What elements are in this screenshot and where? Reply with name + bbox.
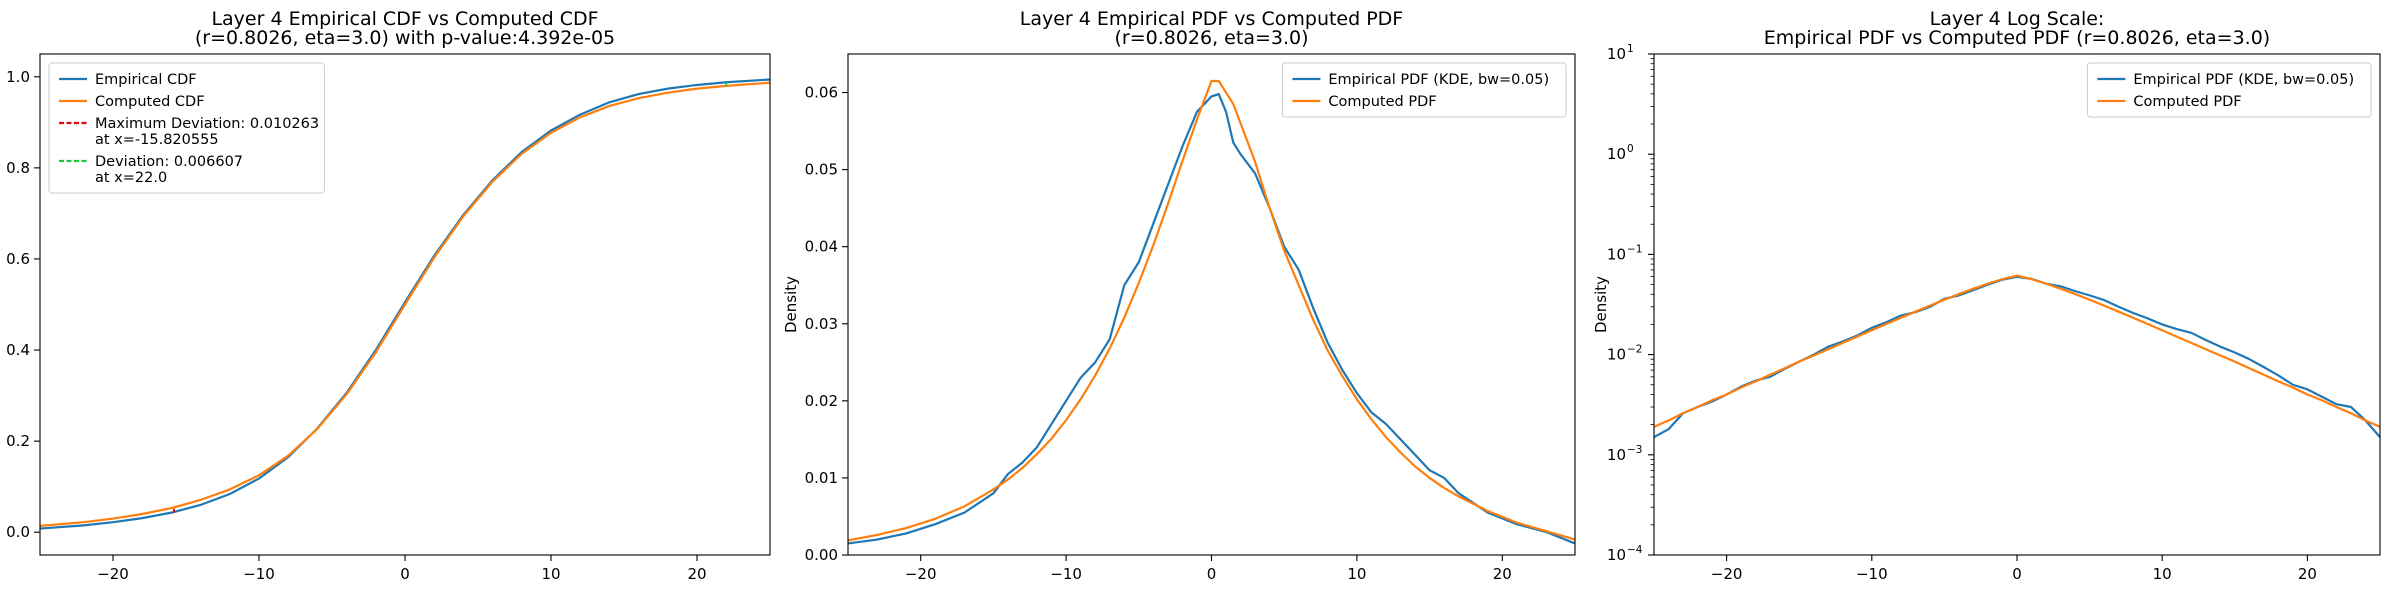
x-tick-label: −10	[1050, 565, 1082, 583]
x-tick-label: 0	[2012, 565, 2022, 583]
x-tick-label: 20	[687, 565, 706, 583]
chart-title: (r=0.8026, eta=3.0) with p-value:4.392e-…	[195, 27, 615, 49]
y-tick-label: 0.06	[805, 84, 838, 102]
series-line-2	[1654, 274, 2380, 428]
legend: Empirical PDF (KDE, bw=0.05) Computed PDF	[2086, 62, 2372, 118]
y-tick-label: 10	[1607, 546, 1626, 564]
series-line-1	[1654, 275, 2380, 439]
y-tick-label: 10	[1607, 346, 1626, 364]
legend-label-1: Empirical PDF (KDE, bw=0.05)	[1328, 72, 1549, 88]
y-tick-label: 0.4	[6, 341, 30, 359]
y-tick-label: 10	[1607, 45, 1626, 63]
x-tick-label: −20	[905, 565, 937, 583]
y-tick-exponent: −4	[1627, 544, 1643, 556]
y-tick-label: 0.04	[805, 238, 838, 256]
y-tick-label: 10	[1607, 145, 1626, 163]
chart-panel-2: −20 −10 0 10 20 0.00 0.01 0.02 0.03 0.04 0.05 0.06 D…	[782, 8, 1576, 583]
chart-title: Layer 4 Empirical CDF vs Computed CDF	[211, 8, 598, 30]
x-tick-label: −20	[97, 565, 129, 583]
y-tick-label: 0.02	[805, 392, 838, 410]
y-tick-exponent: 1	[1627, 43, 1634, 55]
y-tick-exponent: −3	[1627, 444, 1642, 456]
y-tick-label: 1.0	[6, 68, 30, 86]
y-tick-label: 10	[1607, 446, 1626, 464]
x-tick-label: 0	[400, 565, 410, 583]
x-tick-label: 10	[1347, 565, 1366, 583]
legend-label-2: Computed PDF	[2133, 94, 2241, 110]
y-tick-exponent: −1	[1627, 243, 1642, 255]
x-tick-label: −10	[243, 565, 275, 583]
y-tick-label: 0.8	[6, 159, 30, 177]
y-tick-label: 0.0	[6, 523, 30, 541]
chart-title: (r=0.8026, eta=3.0)	[1114, 27, 1308, 49]
chart-title: Layer 4 Empirical PDF vs Computed PDF	[1020, 8, 1404, 30]
y-tick-exponent: 0	[1627, 143, 1634, 155]
series-line-2	[40, 81, 770, 527]
legend-label-1: Empirical PDF (KDE, bw=0.05)	[2133, 72, 2354, 88]
x-tick-label: 20	[2298, 565, 2317, 583]
series-line-1	[848, 92, 1575, 545]
legend-label-4: Deviation: 0.006607	[95, 154, 243, 170]
x-tick-label: 20	[1493, 565, 1512, 583]
legend-label-1: Empirical CDF	[95, 72, 197, 88]
legend-box	[48, 62, 325, 194]
y-tick-label: 0.01	[805, 469, 838, 487]
legend-box	[1281, 62, 1567, 118]
legend-label-4: at x=22.0	[95, 170, 167, 186]
x-tick-label: 0	[1207, 565, 1217, 583]
legend: Empirical PDF (KDE, bw=0.05) Computed PDF	[1281, 62, 1567, 118]
series-line-2	[848, 79, 1575, 542]
legend-label-2: Computed CDF	[95, 94, 205, 110]
legend: Empirical CDF Computed CDF Maximum Deviati…	[48, 62, 325, 194]
chart-panel-1: −20 −10 0 10 20 0.0 0.2 0.4 0.6 0.8 1.0 Layer 4 Emp…	[6, 8, 771, 583]
y-tick-label: 0.03	[805, 315, 838, 333]
y-axis-label: Density	[782, 276, 800, 333]
y-tick-label: 0.2	[6, 432, 30, 450]
y-tick-label: 10	[1607, 245, 1626, 263]
legend-label-3: at x=-15.820555	[95, 132, 219, 148]
series-line-1	[40, 78, 770, 530]
legend-box	[2086, 62, 2372, 118]
y-tick-label: 0.05	[805, 161, 838, 179]
legend-label-2: Computed PDF	[1328, 94, 1436, 110]
y-tick-label: 0.00	[805, 546, 838, 564]
y-tick-label: 0.6	[6, 250, 30, 268]
y-axis-label: Density	[1592, 276, 1610, 333]
legend-label-3: Maximum Deviation: 0.010263	[95, 116, 319, 132]
x-tick-label: −10	[1856, 565, 1888, 583]
x-tick-label: −20	[1711, 565, 1743, 583]
x-tick-label: 10	[541, 565, 560, 583]
y-tick-exponent: −2	[1627, 344, 1642, 356]
chart-title: Empirical PDF vs Computed PDF (r=0.8026,…	[1764, 27, 2270, 49]
x-tick-label: 10	[2153, 565, 2172, 583]
chart-title: Layer 4 Log Scale:	[1930, 8, 2105, 30]
